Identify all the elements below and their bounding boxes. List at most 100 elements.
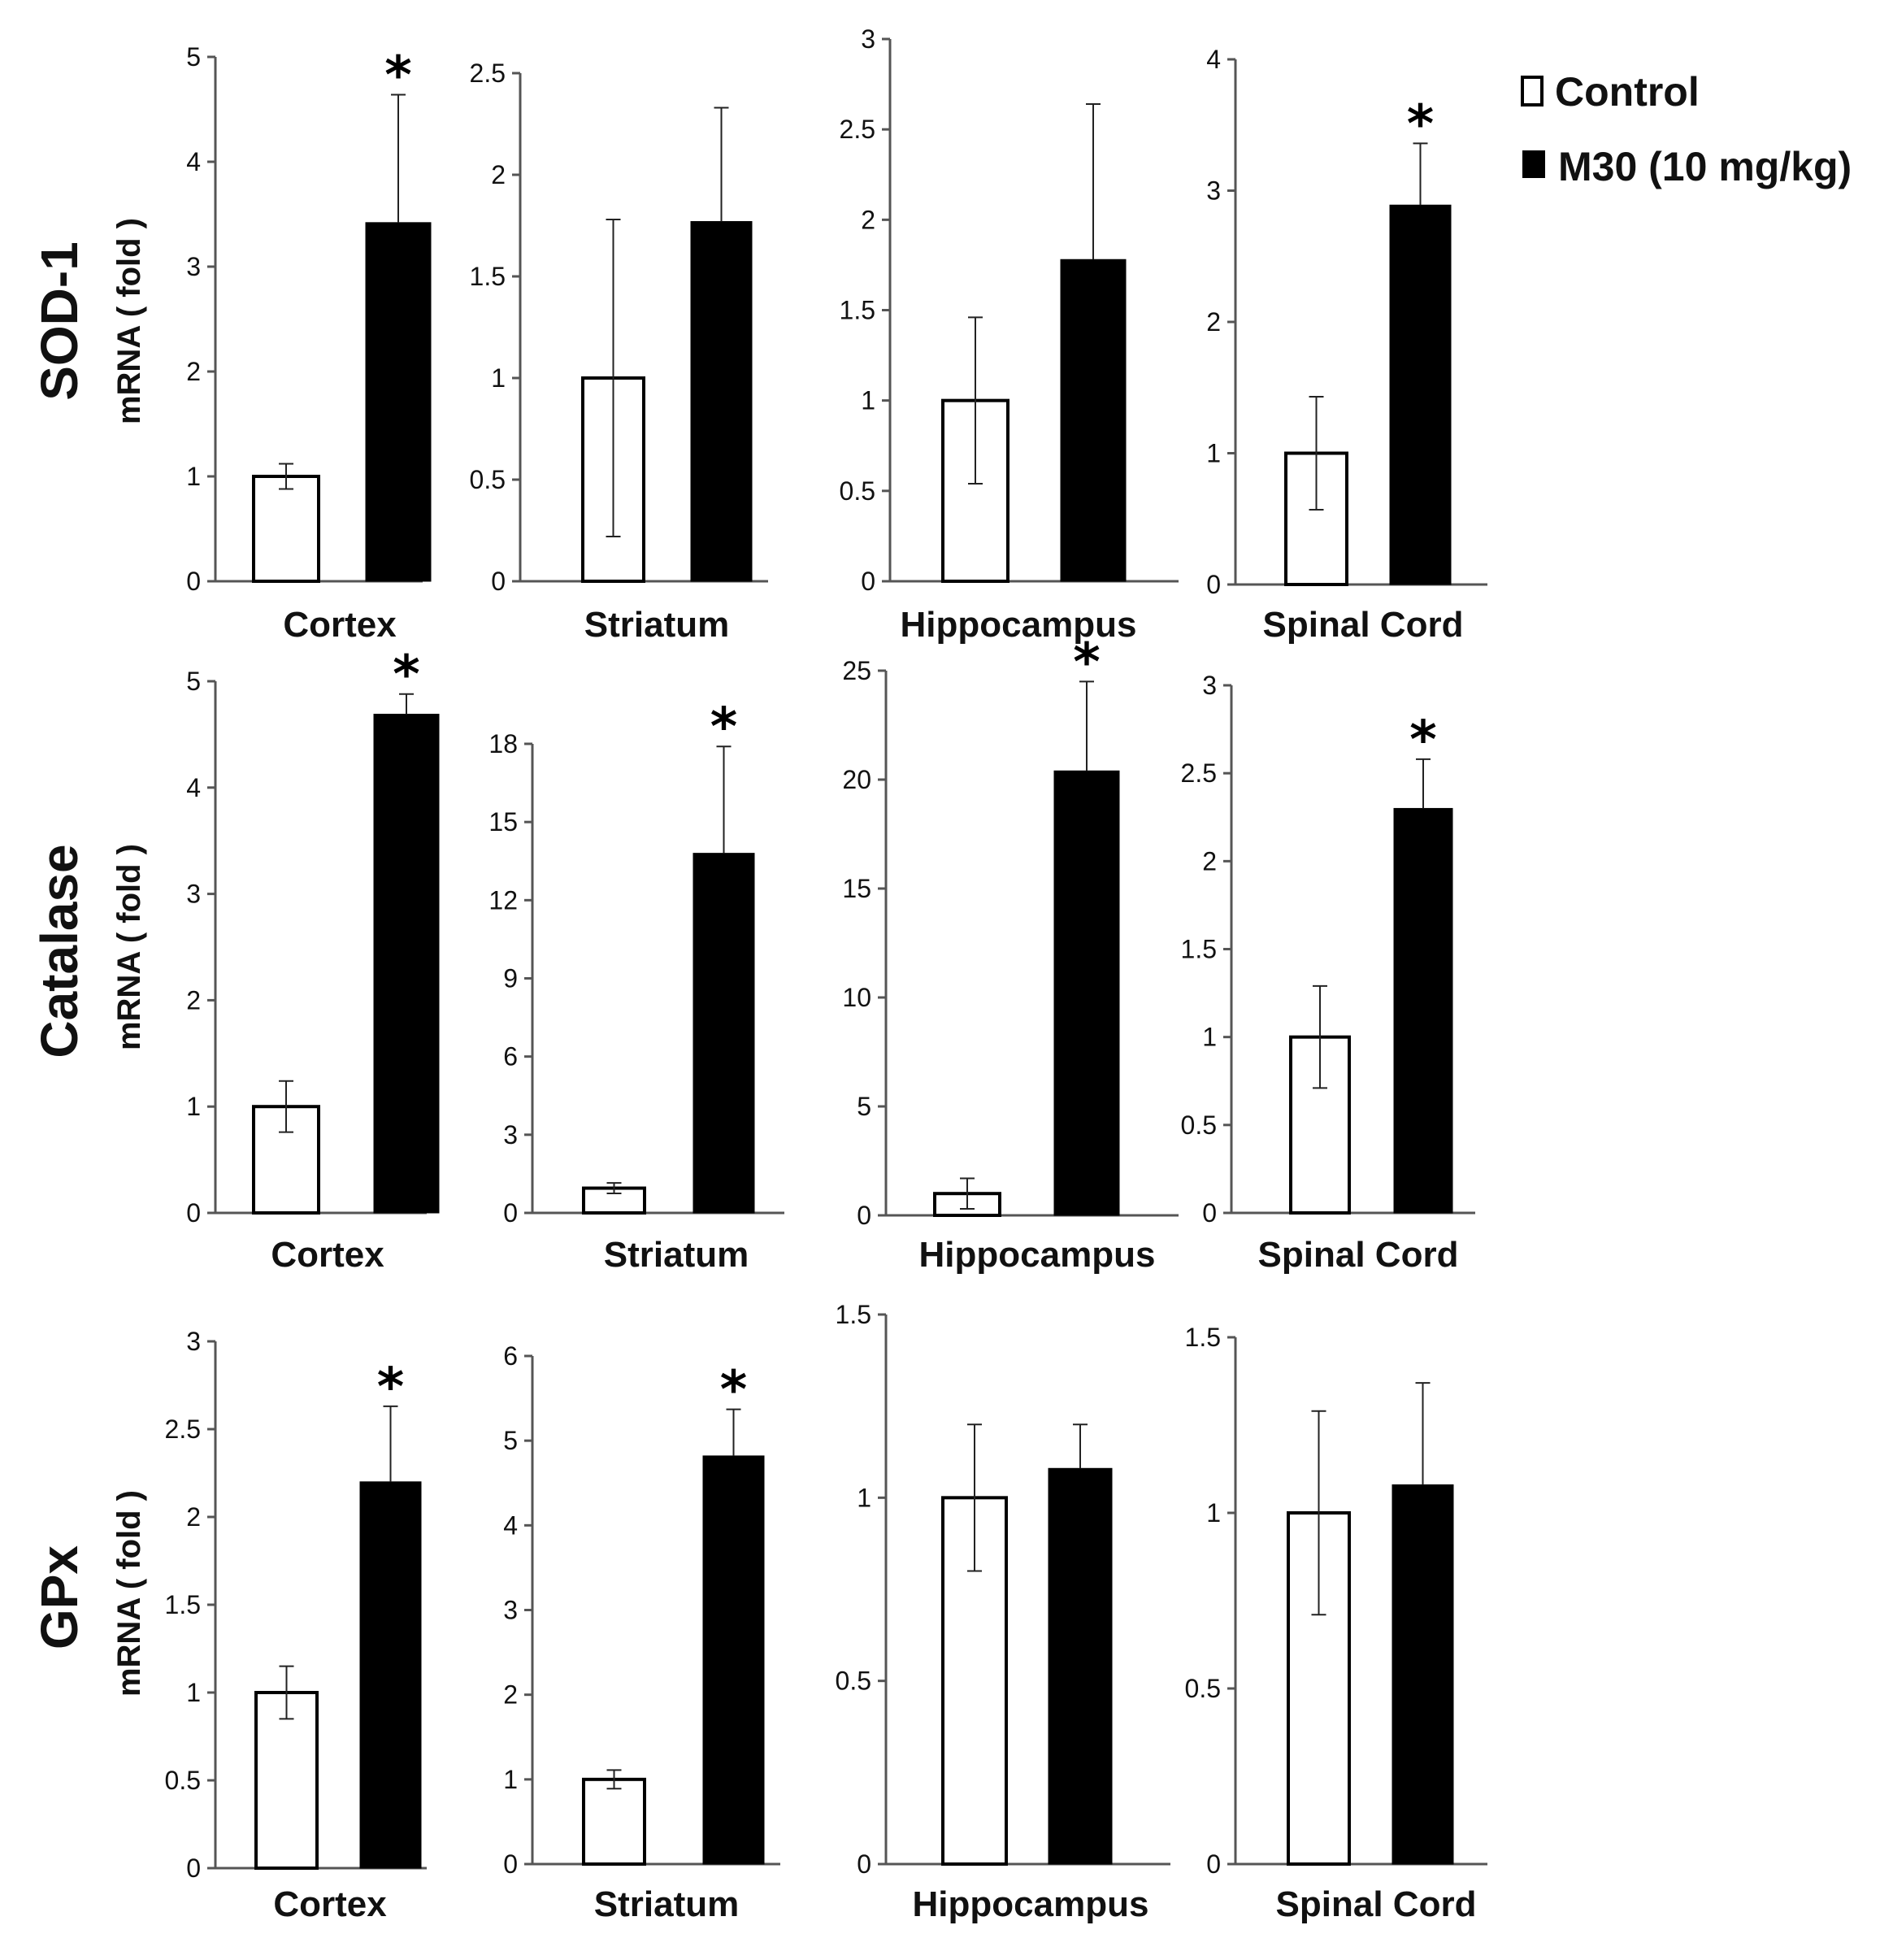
bar-treatment [373, 714, 440, 1214]
chart-panel-sod-1-spinal-cord: 0 1 2 3 4 * Spinal Cord [1206, 45, 1487, 645]
significance-star: * [384, 46, 411, 106]
bar-treatment [690, 221, 753, 582]
y-tick-label: 2 [861, 205, 875, 234]
legend-control-swatch [1521, 76, 1544, 106]
bar-treatment [1048, 1467, 1113, 1865]
y-tick-label: 0 [1206, 1849, 1221, 1879]
y-tick-label: 0.5 [1185, 1674, 1221, 1703]
y-tick-label: 4 [186, 147, 201, 176]
gene-label-gpx: GPx [30, 1545, 89, 1649]
significance-star: * [377, 1358, 404, 1418]
y-tick-label: 2.5 [165, 1415, 201, 1444]
bar-control [254, 1691, 319, 1870]
y-axis-label: mRNA ( fold ) [111, 844, 147, 1050]
y-tick-label: 0 [186, 1198, 201, 1228]
bar-treatment [693, 853, 755, 1214]
chart-panel-sod-1-cortex: 0 1 2 3 4 5 * Cortex [186, 42, 432, 645]
y-tick-label: 1 [861, 386, 875, 415]
y-tick-label: 0 [857, 1849, 871, 1879]
y-tick-label: 15 [842, 874, 871, 903]
chart-panel-catalase-striatum: 0 3 6 9 12 15 18 * Striatum [488, 698, 784, 1275]
bar-control [582, 1777, 646, 1866]
y-tick-label: 5 [186, 667, 201, 696]
y-tick-label: 2 [503, 1680, 518, 1710]
y-tick-label: 2.5 [470, 59, 506, 88]
y-tick-label: 2 [186, 357, 201, 386]
y-tick-label: 1 [503, 1765, 518, 1794]
y-axis-label: mRNA ( fold ) [111, 218, 147, 424]
y-tick-label: 25 [842, 656, 871, 685]
y-tick-label: 6 [503, 1341, 518, 1371]
y-tick-label: 3 [186, 880, 201, 909]
bar-treatment [1393, 807, 1453, 1214]
legend: Control M30 (10 mg/kg) [1521, 69, 1852, 189]
y-tick-label: 2 [1206, 307, 1221, 337]
region-label: Hippocampus [919, 1235, 1156, 1275]
bar-treatment [1053, 770, 1120, 1216]
gene-label-catalase: Catalase [30, 844, 89, 1058]
y-tick-label: 0.5 [470, 465, 506, 494]
region-label: Striatum [604, 1235, 749, 1275]
chart-panel-catalase-hippocampus: 0 5 10 15 20 25 * Hippocampus [842, 632, 1179, 1275]
significance-star: * [1407, 94, 1434, 154]
y-tick-label: 1.5 [840, 296, 875, 325]
y-tick-label: 12 [488, 885, 518, 915]
chart-panel-gpx-striatum: 0 1 2 3 4 5 6 * Striatum [503, 1341, 780, 1924]
chart-panel-gpx-spinal-cord: 0 0.5 1 1.5 Spinal Cord [1185, 1323, 1487, 1924]
y-tick-label: 2 [186, 1502, 201, 1532]
y-tick-label: 2 [491, 160, 506, 189]
chart-panel-catalase-cortex: 0 1 2 3 4 5 * Cortex [186, 645, 440, 1275]
y-tick-label: 0.5 [836, 1667, 871, 1696]
y-tick-label: 1 [1206, 439, 1221, 468]
y-tick-label: 3 [186, 1327, 201, 1356]
region-label: Spinal Cord [1276, 1884, 1477, 1924]
bar-treatment [365, 222, 432, 582]
region-label: Cortex [273, 1884, 387, 1924]
y-tick-label: 0 [186, 1854, 201, 1883]
bar-treatment [1060, 259, 1127, 582]
bar-treatment [359, 1481, 422, 1869]
region-label: Cortex [283, 605, 397, 645]
significance-star: * [720, 1361, 747, 1421]
y-tick-label: 4 [1206, 45, 1221, 74]
legend-treatment-swatch [1522, 150, 1545, 178]
chart-panel-catalase-spinal-cord: 0 0.5 1 1.5 2 2.5 3 * Spinal Cord [1181, 671, 1475, 1275]
y-tick-label: 3 [1206, 176, 1221, 206]
y-tick-label: 1 [1202, 1023, 1217, 1052]
y-tick-label: 6 [503, 1042, 518, 1071]
y-tick-label: 1.5 [165, 1590, 201, 1619]
bar-treatment [702, 1455, 765, 1865]
y-tick-label: 4 [186, 773, 201, 802]
gene-label-sod-1: SOD-1 [30, 241, 89, 401]
significance-star: * [393, 645, 419, 706]
y-tick-label: 0 [503, 1849, 518, 1879]
y-tick-label: 1 [491, 363, 506, 393]
y-tick-label: 0 [186, 567, 201, 596]
y-tick-label: 18 [488, 729, 518, 758]
region-label: Spinal Cord [1263, 605, 1464, 645]
y-tick-label: 1 [186, 1092, 201, 1121]
y-tick-label: 4 [503, 1510, 518, 1540]
y-tick-label: 1 [857, 1483, 871, 1512]
significance-star: * [1409, 711, 1436, 771]
y-tick-label: 0.5 [165, 1766, 201, 1795]
y-axis-label: mRNA ( fold ) [111, 1490, 147, 1697]
bar-treatment [1392, 1484, 1454, 1865]
y-tick-label: 1.5 [1181, 935, 1217, 964]
y-tick-label: 0 [857, 1201, 871, 1230]
y-tick-label: 1 [186, 1678, 201, 1707]
bar-treatment [1389, 204, 1452, 585]
legend-control-label: Control [1555, 69, 1700, 115]
gene-labels: SOD-1 mRNA ( fold ) Catalase mRNA ( fold ) G… [30, 218, 147, 1697]
y-tick-label: 5 [857, 1092, 871, 1121]
significance-star: * [710, 698, 737, 758]
legend-treatment-label: M30 (10 mg/kg) [1558, 144, 1852, 189]
chart-panel-sod-1-hippocampus: 0 0.5 1 1.5 2 2.5 3 Hippocampus [840, 24, 1179, 645]
y-tick-label: 0 [861, 567, 875, 596]
y-tick-label: 0 [1206, 570, 1221, 599]
y-tick-label: 9 [503, 964, 518, 993]
y-tick-label: 0 [491, 567, 506, 596]
region-label: Spinal Cord [1258, 1235, 1459, 1275]
